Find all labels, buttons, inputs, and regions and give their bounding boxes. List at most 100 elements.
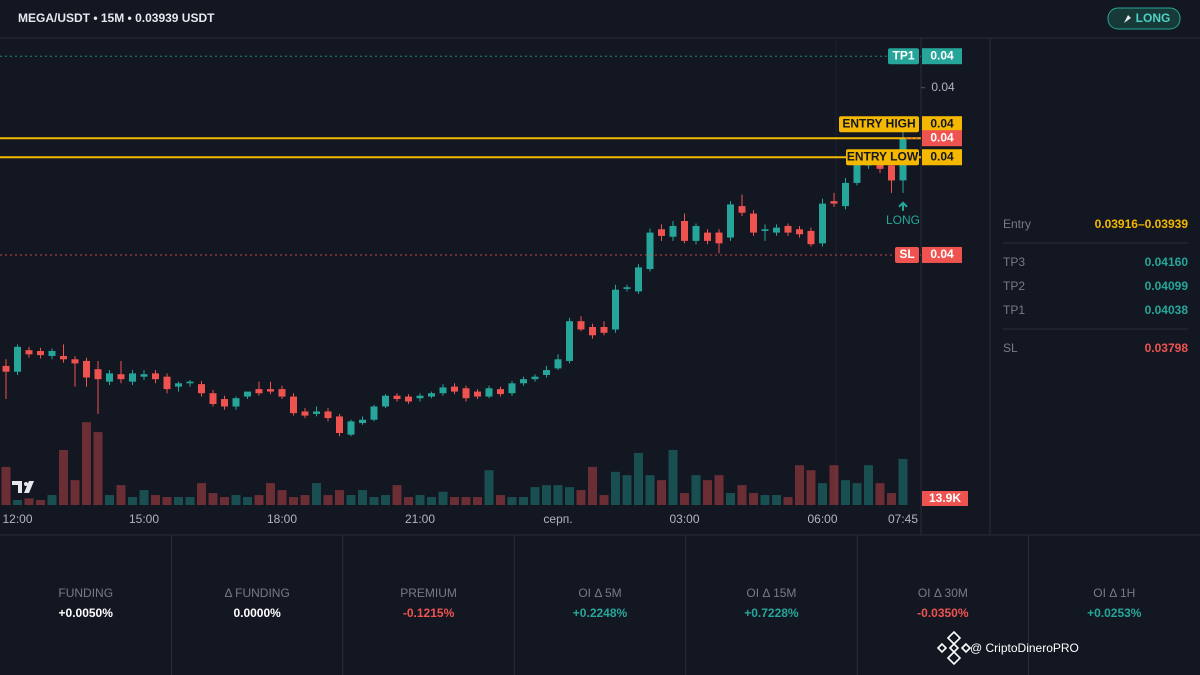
candle-body: [830, 201, 838, 204]
level-value: 0.04: [930, 247, 954, 261]
candle-body: [462, 388, 470, 399]
volume-bar: [450, 497, 459, 505]
candle-body: [290, 396, 297, 414]
volume-bar: [82, 422, 91, 505]
candle-body: [635, 267, 642, 292]
level-name: ENTRY LOW: [847, 149, 919, 163]
x-tick-label: 12:00: [2, 512, 32, 526]
x-tick-label: 15:00: [129, 512, 159, 526]
panel-value: 0.03798: [1145, 341, 1189, 355]
volume-bar: [312, 483, 321, 505]
volume-bar: [392, 485, 402, 505]
candle-body: [152, 373, 159, 380]
volume-bar: [714, 475, 724, 505]
candle-body: [405, 396, 412, 402]
candle-body: [474, 391, 481, 397]
volume-bar: [737, 485, 747, 505]
level-tag: [839, 116, 919, 133]
level-value: 0.04: [930, 149, 954, 163]
candle-body: [784, 225, 792, 233]
candle-body: [543, 370, 550, 376]
volume-bar: [174, 497, 183, 505]
annotation-arrow: [898, 201, 908, 211]
level-value: 0.04: [930, 116, 954, 130]
candle-body: [842, 182, 849, 207]
stat-value: +0.2248%: [573, 606, 628, 620]
volume-bar: [829, 465, 839, 505]
volume-bar: [898, 458, 908, 505]
volume-bar: [806, 470, 816, 505]
volume-bar: [760, 495, 770, 505]
volume-bar: [887, 493, 896, 505]
symbol-title: MEGA/USDT • 15M • 0.03939 USDT: [18, 11, 215, 25]
volume-bar: [1, 466, 11, 505]
candle-body: [301, 411, 309, 416]
candle-body: [554, 359, 562, 369]
panel-value: 0.04099: [1145, 279, 1189, 293]
volume-bar: [128, 497, 137, 505]
x-tick-label: 18:00: [267, 512, 297, 526]
volume-bar: [864, 465, 873, 505]
candle-body: [520, 379, 527, 384]
stat-label: OI Δ 5M: [578, 586, 621, 600]
volume-bar: [93, 432, 103, 505]
volume-bar: [588, 466, 597, 505]
volume-bar: [116, 485, 126, 505]
annotation: LONG: [886, 213, 920, 227]
volume-bar: [346, 495, 356, 505]
volume-bar: [266, 483, 275, 505]
panel-label: TP2: [1003, 279, 1025, 293]
volume-bar: [795, 465, 804, 505]
candle-body: [727, 204, 734, 238]
stat-value: 0.0000%: [233, 606, 281, 620]
level-value-box: [922, 149, 962, 166]
candle-body: [428, 393, 435, 397]
volume-bar: [24, 498, 34, 505]
candle-body: [336, 416, 343, 433]
candle-body: [347, 421, 355, 435]
volume-bar: [691, 475, 701, 505]
candle-body: [704, 232, 711, 241]
candle-body: [198, 384, 205, 394]
candle-body: [83, 360, 90, 378]
candle-body: [209, 393, 217, 405]
level-name: SL: [899, 247, 914, 261]
long-button[interactable]: [1107, 7, 1181, 30]
long-button-label[interactable]: LONG: [1136, 11, 1171, 25]
panel-value: 0.04160: [1145, 255, 1189, 269]
last-price-label: 0.04: [930, 130, 954, 144]
volume-label: 13.9K: [929, 491, 961, 505]
candle-body: [692, 225, 700, 241]
volume-bar: [749, 493, 758, 505]
candle-body: [140, 374, 148, 377]
stat-label: PREMIUM: [400, 586, 457, 600]
candle-body: [278, 389, 286, 397]
stat-label: OI Δ 1H: [1093, 586, 1135, 600]
volume-bar: [197, 483, 206, 505]
volume-bar: [151, 495, 160, 505]
volume-bar: [818, 483, 827, 505]
stat-value: -0.1215%: [403, 606, 455, 620]
volume-bar: [519, 497, 528, 505]
level-name: TP1: [892, 48, 914, 62]
candle-body: [623, 287, 631, 289]
candle-body: [819, 203, 826, 244]
volume-bar: [645, 475, 655, 505]
level-value-box: [922, 116, 962, 133]
candle-body: [94, 369, 102, 380]
volume-bar: [783, 497, 793, 505]
candle-body: [508, 383, 516, 394]
watermark-text: @ CriptoDineroPRO: [970, 641, 1079, 655]
volume-bar: [484, 470, 494, 505]
level-value-box: [922, 246, 962, 263]
candle-body: [37, 351, 44, 356]
volume-bar: [599, 495, 609, 505]
stat-value: -0.0350%: [917, 606, 969, 620]
volume-bar: [841, 480, 850, 505]
candle-body: [715, 232, 723, 244]
volume-bar: [726, 493, 735, 505]
candle-body: [451, 386, 458, 392]
volume-bar: [496, 495, 505, 505]
